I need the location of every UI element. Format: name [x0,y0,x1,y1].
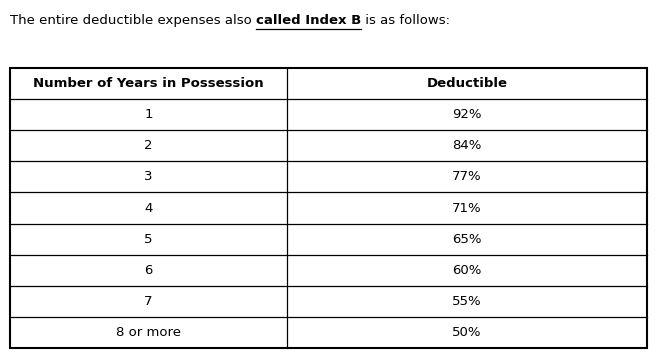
Text: 92%: 92% [452,108,482,121]
Text: called Index B: called Index B [256,14,361,27]
Text: 65%: 65% [452,232,482,246]
Text: The entire deductible expenses also: The entire deductible expenses also [10,14,256,27]
Text: 2: 2 [145,139,153,152]
Text: 71%: 71% [452,201,482,215]
Text: 7: 7 [145,295,153,308]
Text: 5: 5 [145,232,153,246]
Text: Number of Years in Possession: Number of Years in Possession [34,77,264,90]
Text: 6: 6 [145,264,152,277]
Text: 8 or more: 8 or more [116,326,181,339]
Text: 4: 4 [145,201,152,215]
Text: 3: 3 [145,171,153,183]
Text: Deductible: Deductible [426,77,508,90]
Text: 77%: 77% [452,171,482,183]
Text: 60%: 60% [453,264,482,277]
Text: 55%: 55% [452,295,482,308]
Text: 84%: 84% [453,139,482,152]
Text: 1: 1 [145,108,153,121]
Text: is as follows:: is as follows: [361,14,450,27]
Text: 50%: 50% [452,326,482,339]
Bar [10,68,647,348]
